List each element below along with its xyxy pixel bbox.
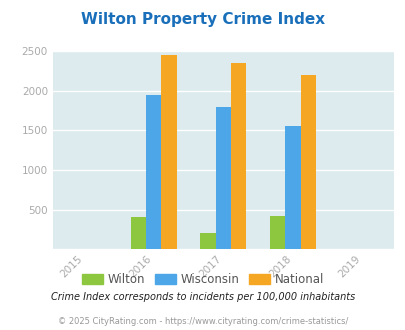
Bar — [269, 216, 285, 249]
Bar — [285, 126, 300, 249]
Bar — [300, 75, 315, 249]
Bar — [130, 217, 146, 249]
Text: Wilton Property Crime Index: Wilton Property Crime Index — [81, 12, 324, 26]
Bar — [161, 55, 176, 249]
Text: © 2025 CityRating.com - https://www.cityrating.com/crime-statistics/: © 2025 CityRating.com - https://www.city… — [58, 317, 347, 326]
Bar — [215, 107, 230, 249]
Text: Crime Index corresponds to incidents per 100,000 inhabitants: Crime Index corresponds to incidents per… — [51, 292, 354, 302]
Bar — [230, 63, 246, 249]
Bar — [200, 233, 215, 249]
Legend: Wilton, Wisconsin, National: Wilton, Wisconsin, National — [77, 268, 328, 291]
Bar — [146, 95, 161, 249]
